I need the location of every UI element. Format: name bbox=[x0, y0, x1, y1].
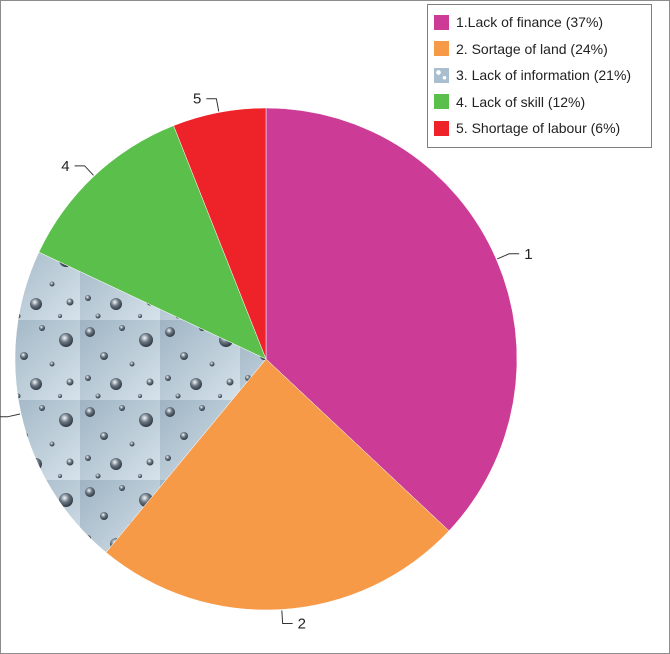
legend-label-2: 2. Sortage of land (24%) bbox=[456, 40, 608, 57]
pie-slice-2 bbox=[105, 358, 450, 611]
legend-swatch-3 bbox=[434, 67, 449, 83]
slice-label-4: 4 bbox=[61, 158, 69, 175]
legend-swatch-2 bbox=[434, 41, 449, 57]
legend-label-3: 3. Lack of information (21%) bbox=[456, 67, 632, 84]
legend-label-5: 5. Shortage of labour (6%) bbox=[456, 120, 621, 137]
legend-label-1: 1.Lack of finance (37%) bbox=[456, 14, 604, 31]
legend-swatch-1 bbox=[434, 14, 449, 30]
legend-swatch-5 bbox=[434, 120, 449, 136]
pie-slice-5 bbox=[173, 107, 267, 360]
pie-slice-1 bbox=[265, 107, 518, 532]
pie-slice-3 bbox=[14, 251, 267, 553]
legend-label-4: 4. Lack of skill (12%) bbox=[456, 93, 586, 110]
leader-line-1 bbox=[497, 253, 520, 260]
legend-item-3: 3. Lack of information (21%) bbox=[434, 62, 651, 89]
leader-line-3 bbox=[0, 413, 21, 418]
leader-line-5 bbox=[206, 98, 220, 112]
pie-slice-4 bbox=[38, 125, 267, 360]
legend-item-1: 1.Lack of finance (37%) bbox=[434, 9, 651, 36]
legend: 1.Lack of finance (37%) 2. Sortage of lan… bbox=[427, 4, 652, 148]
leader-line-2 bbox=[281, 610, 293, 624]
slice-label-1: 1 bbox=[524, 246, 532, 263]
slice-label-2: 2 bbox=[298, 615, 306, 632]
leader-line-4 bbox=[74, 165, 94, 176]
slice-label-5: 5 bbox=[193, 91, 201, 108]
legend-item-2: 2. Sortage of land (24%) bbox=[434, 36, 651, 63]
legend-item-4: 4. Lack of skill (12%) bbox=[434, 89, 651, 116]
legend-item-5: 5. Shortage of labour (6%) bbox=[434, 115, 651, 142]
legend-swatch-4 bbox=[434, 94, 449, 110]
